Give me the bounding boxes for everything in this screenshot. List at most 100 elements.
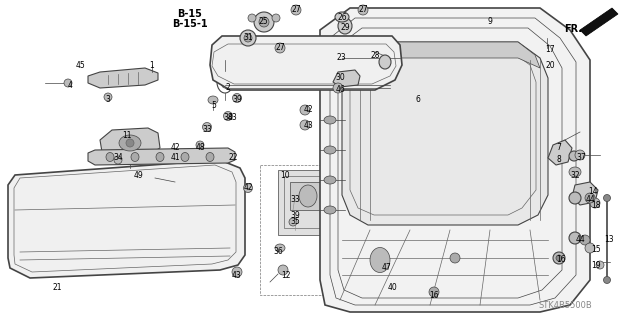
Ellipse shape [338,18,352,34]
Ellipse shape [291,5,301,15]
Ellipse shape [569,151,579,161]
Ellipse shape [556,255,562,261]
Ellipse shape [106,152,114,161]
Ellipse shape [240,30,256,46]
Text: 9: 9 [488,18,492,26]
Ellipse shape [181,152,189,161]
Text: 48: 48 [195,144,205,152]
Ellipse shape [358,5,368,15]
Polygon shape [548,140,572,165]
Text: 46: 46 [335,85,345,94]
Ellipse shape [569,167,581,177]
Ellipse shape [156,152,164,161]
Polygon shape [320,8,590,312]
Text: 44: 44 [575,235,585,244]
Text: B-15: B-15 [177,9,202,19]
Ellipse shape [232,267,242,277]
Ellipse shape [206,152,214,161]
Ellipse shape [104,93,112,101]
Bar [364,244,396,286]
Ellipse shape [208,96,218,104]
Ellipse shape [370,248,390,272]
Text: 37: 37 [576,153,586,162]
Ellipse shape [196,141,204,149]
Text: 8: 8 [557,155,561,165]
Ellipse shape [244,34,252,42]
Ellipse shape [300,120,310,130]
Text: 22: 22 [228,152,237,161]
Ellipse shape [272,14,280,22]
Bar [531,48,563,66]
Text: 16: 16 [556,256,566,264]
Polygon shape [88,148,235,165]
Text: 23: 23 [336,54,346,63]
Text: 35: 35 [290,218,300,226]
Ellipse shape [232,93,241,102]
Ellipse shape [254,12,274,32]
Text: 18: 18 [591,202,601,211]
Text: 14: 14 [588,188,598,197]
Ellipse shape [575,150,585,160]
Text: 21: 21 [52,283,61,292]
Text: B-15-1: B-15-1 [172,19,208,29]
Text: 43: 43 [303,121,313,130]
Bar [290,182,326,210]
Bar [360,240,400,290]
Bar [260,165,380,295]
Polygon shape [333,70,360,87]
Polygon shape [88,68,158,88]
Text: 33: 33 [202,125,212,135]
Ellipse shape [119,135,141,151]
Bar [531,62,563,77]
Ellipse shape [590,198,600,208]
Ellipse shape [604,195,611,202]
Text: 17: 17 [545,46,555,55]
Ellipse shape [202,122,211,131]
Text: 2: 2 [226,84,230,93]
Text: 25: 25 [258,18,268,26]
Text: 30: 30 [335,73,345,83]
Ellipse shape [259,17,269,27]
Text: 26: 26 [337,13,347,23]
Text: 19: 19 [591,261,601,270]
Polygon shape [100,128,160,157]
Ellipse shape [429,287,439,297]
Polygon shape [8,160,245,278]
Text: 29: 29 [340,24,350,33]
Polygon shape [580,8,618,36]
Text: 42: 42 [170,144,180,152]
Text: 7: 7 [557,144,561,152]
Bar [100,235,190,260]
Text: 43: 43 [232,271,242,279]
Ellipse shape [580,235,590,245]
Text: 27: 27 [275,43,285,53]
Text: 41: 41 [170,153,180,162]
Ellipse shape [585,193,595,203]
Ellipse shape [604,277,611,284]
Ellipse shape [126,139,134,147]
Ellipse shape [569,232,581,244]
Text: 10: 10 [280,170,290,180]
Bar [278,170,338,235]
Text: 1: 1 [150,61,154,70]
Text: 20: 20 [545,61,555,70]
Ellipse shape [596,261,604,269]
Ellipse shape [275,244,285,252]
Text: 38: 38 [223,114,233,122]
Text: 39: 39 [232,95,242,105]
Text: 43: 43 [228,114,238,122]
Polygon shape [342,42,548,225]
Ellipse shape [324,176,336,184]
Ellipse shape [324,116,336,124]
Text: 31: 31 [243,33,253,42]
Text: 27: 27 [358,5,368,14]
Text: 44: 44 [586,196,596,204]
Text: 39: 39 [290,211,300,219]
Text: 15: 15 [591,246,601,255]
Polygon shape [210,36,402,90]
Ellipse shape [379,55,391,69]
Ellipse shape [569,192,581,204]
Bar [100,190,190,230]
Ellipse shape [278,265,288,275]
Ellipse shape [324,206,336,214]
